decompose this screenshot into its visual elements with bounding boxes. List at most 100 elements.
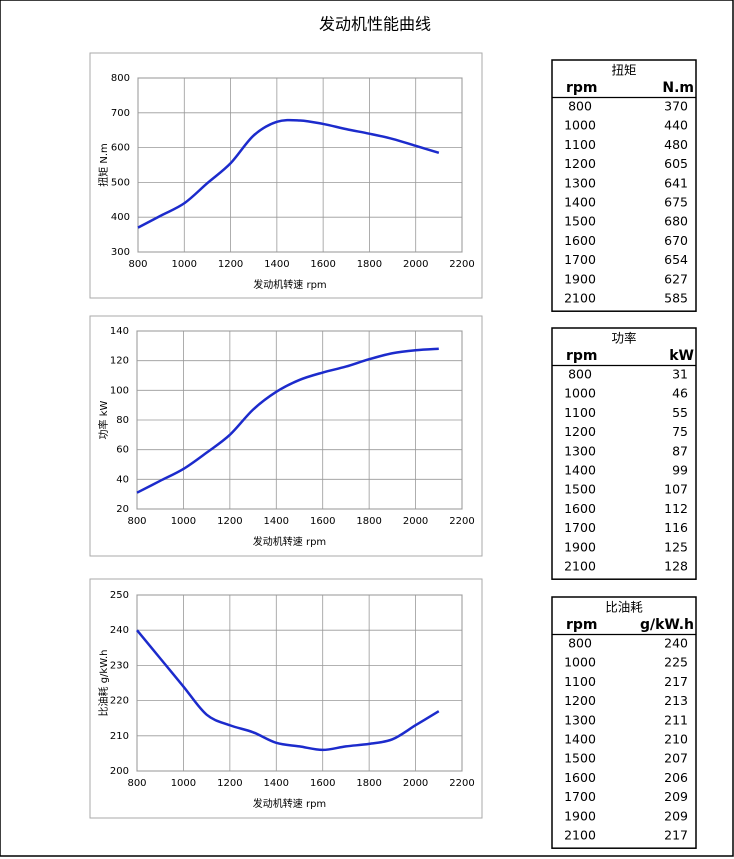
table-cell: 213 <box>664 693 688 708</box>
table-cell: 1200 <box>564 693 596 708</box>
y-tick-label: 120 <box>110 356 129 367</box>
x-tick-label: 1000 <box>171 516 196 527</box>
x-tick-label: 2200 <box>449 778 474 789</box>
table-frame <box>551 596 697 849</box>
table-cell: 1700 <box>564 252 596 267</box>
column-header: rpm <box>566 617 598 633</box>
plot-area <box>136 594 463 772</box>
table-cell: 1400 <box>564 195 596 210</box>
table-cell: 675 <box>664 195 688 210</box>
y-tick-label: 500 <box>111 177 130 188</box>
table-cell: 1200 <box>564 424 596 439</box>
table-cell: 1400 <box>564 463 596 478</box>
table-cell: 2100 <box>564 291 596 306</box>
y-tick-label: 60 <box>116 445 129 456</box>
table-cell: 1700 <box>564 789 596 804</box>
y-tick-label: 800 <box>111 73 130 84</box>
y-tick-label: 100 <box>110 385 129 396</box>
table-title: 比油耗 <box>605 600 643 615</box>
x-tick-label: 1600 <box>310 778 335 789</box>
table-frame <box>551 59 697 312</box>
column-header: N.m <box>662 80 694 96</box>
column-header: rpm <box>566 80 598 96</box>
y-tick-label: 200 <box>110 766 129 777</box>
table-cell: 211 <box>664 712 688 727</box>
table-cell: 605 <box>664 156 688 171</box>
page-title: 发动机性能曲线 <box>319 15 431 34</box>
table-cell: 1900 <box>564 808 596 823</box>
table-cell: 1000 <box>564 118 596 133</box>
table-cell: 1300 <box>564 712 596 727</box>
table-cell: 680 <box>664 214 688 229</box>
column-header: g/kW.h <box>640 617 694 633</box>
table-title: 功率 <box>611 331 636 346</box>
table-cell: 225 <box>664 655 688 670</box>
x-tick-label: 1000 <box>171 778 196 789</box>
table-cell: 1500 <box>564 214 596 229</box>
y-axis-label: 功率 kW <box>97 400 110 439</box>
table-cell: 670 <box>664 233 688 248</box>
y-tick-label: 600 <box>111 143 130 154</box>
table-cell: 107 <box>664 482 688 497</box>
y-tick-label: 210 <box>110 731 129 742</box>
x-tick-label: 1800 <box>357 259 382 270</box>
table-cell: 1600 <box>564 233 596 248</box>
y-tick-label: 140 <box>110 326 129 337</box>
table-cell: 125 <box>664 539 688 554</box>
x-tick-label: 800 <box>127 778 146 789</box>
table-cell: 1000 <box>564 655 596 670</box>
table-cell: 116 <box>664 520 688 535</box>
column-header: rpm <box>566 348 598 364</box>
table-cell: 217 <box>664 828 688 843</box>
column-header: kW <box>669 348 694 364</box>
x-tick-label: 2000 <box>403 516 428 527</box>
table-cell: 800 <box>568 636 592 651</box>
table-cell: 654 <box>664 252 688 267</box>
table-cell: 75 <box>672 424 688 439</box>
table-frame <box>551 327 697 580</box>
x-tick-label: 800 <box>128 259 147 270</box>
table-cell: 128 <box>664 559 688 574</box>
table-cell: 240 <box>664 636 688 651</box>
table-cell: 1000 <box>564 386 596 401</box>
y-tick-label: 230 <box>110 660 129 671</box>
table-title: 扭矩 <box>611 63 636 78</box>
table-cell: 1600 <box>564 501 596 516</box>
x-tick-label: 2200 <box>449 516 474 527</box>
x-axis-label: 发动机转速 rpm <box>253 278 326 291</box>
table-cell: 1200 <box>564 156 596 171</box>
table-cell: 1100 <box>564 674 596 689</box>
x-tick-label: 1800 <box>356 516 381 527</box>
data-line <box>136 629 440 752</box>
y-axis-label: 扭矩 N.m <box>97 143 110 187</box>
x-tick-label: 2200 <box>449 259 474 270</box>
x-tick-label: 1400 <box>264 516 289 527</box>
y-axis-label: 比油耗 g/kW.h <box>97 650 110 717</box>
table-cell: 1300 <box>564 175 596 190</box>
x-tick-label: 1400 <box>264 778 289 789</box>
y-tick-label: 220 <box>110 696 129 707</box>
table-cell: 1700 <box>564 520 596 535</box>
table-cell: 641 <box>664 175 688 190</box>
table-cell: 46 <box>672 386 688 401</box>
table-cell: 1900 <box>564 539 596 554</box>
y-tick-label: 80 <box>116 415 129 426</box>
table-cell: 206 <box>664 770 688 785</box>
table-cell: 585 <box>664 291 688 306</box>
table-cell: 1400 <box>564 732 596 747</box>
table-cell: 217 <box>664 674 688 689</box>
y-tick-label: 20 <box>116 504 129 515</box>
table-cell: 1100 <box>564 405 596 420</box>
table-cell: 800 <box>568 99 592 114</box>
table-cell: 1500 <box>564 751 596 766</box>
data-line <box>137 118 440 229</box>
table-cell: 209 <box>664 808 688 823</box>
table-cell: 55 <box>672 405 688 420</box>
table-cell: 1600 <box>564 770 596 785</box>
x-tick-label: 800 <box>127 516 146 527</box>
table-cell: 440 <box>664 118 688 133</box>
table-cell: 1500 <box>564 482 596 497</box>
table-cell: 1300 <box>564 443 596 458</box>
